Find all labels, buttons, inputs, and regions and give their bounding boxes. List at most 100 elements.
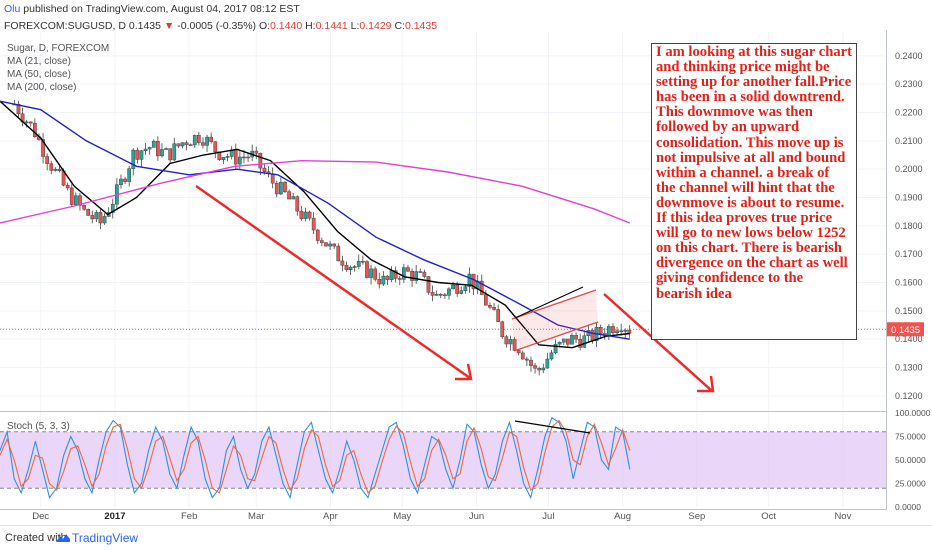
candle-body: [172, 143, 177, 161]
close-value: 0.1435: [404, 20, 438, 32]
candle-body: [86, 208, 91, 216]
last-price-label: 0.1435: [891, 325, 920, 336]
candle-body: [529, 359, 533, 366]
candle-body: [397, 278, 402, 280]
candle-body: [197, 134, 201, 143]
candle-body: [500, 321, 505, 337]
y-tick-label: 0.2000: [895, 164, 923, 174]
candle-body: [545, 358, 550, 369]
candle-body: [307, 211, 312, 219]
author-link[interactable]: Olu: [4, 3, 21, 15]
y-tick-label: 0.1200: [895, 391, 923, 401]
candle-body: [615, 330, 619, 334]
candle-body: [373, 268, 378, 280]
candle-body: [242, 156, 246, 159]
candle-body: [151, 140, 156, 148]
y-tick-label: 0.1900: [895, 193, 923, 203]
candle-body: [426, 276, 431, 293]
candle-body: [340, 260, 345, 266]
candle-body: [90, 215, 95, 220]
candle-body: [356, 260, 361, 267]
candle-body: [303, 211, 308, 219]
candle-body: [180, 142, 185, 147]
candle-body: [119, 178, 123, 185]
candle-body: [283, 181, 287, 192]
stoch-lines: [0, 416, 886, 500]
candle-body: [320, 240, 324, 243]
channel-fill: [512, 290, 598, 351]
candle-body: [53, 168, 58, 171]
candle-body: [430, 292, 435, 296]
candle-body: [279, 181, 283, 195]
channel-lower-line: [513, 321, 599, 352]
candle-body: [176, 143, 181, 147]
candle-body: [205, 136, 209, 146]
candle-body: [484, 294, 488, 306]
last-price: 0.1435: [128, 20, 161, 32]
stoch-d-line: [0, 419, 631, 494]
projection-arrow-head: [697, 375, 715, 393]
downtrend-arrow-head: [455, 363, 473, 381]
legend-ma50[interactable]: MA (50, close): [7, 69, 71, 80]
candle-body: [574, 335, 578, 340]
candle-body: [348, 266, 353, 271]
tradingview-brand[interactable]: TradingView: [72, 531, 139, 545]
stoch-divergence-line: [514, 420, 591, 434]
candle-body: [160, 149, 164, 157]
candle-body: [164, 148, 168, 150]
candle-body: [406, 267, 410, 272]
high-label: H:: [305, 20, 316, 32]
candle-body: [98, 212, 103, 224]
open-label: O:: [258, 20, 271, 32]
price-chart[interactable]: Dec 2017 Feb Mar Apr May Jun Jul Aug Sep Oct Nov 0.2…: [0, 0, 932, 525]
candles: [12, 100, 632, 376]
candle-body: [143, 148, 148, 151]
price-divergence-line: [514, 286, 584, 319]
candle-body: [389, 270, 394, 280]
candle-body: [344, 265, 349, 271]
candle-body: [578, 338, 583, 348]
candle-body: [65, 184, 70, 189]
legend-ma21[interactable]: MA (21, close): [7, 56, 71, 67]
candle-body: [123, 178, 127, 182]
x-tick-label: Oct: [761, 511, 776, 522]
candle-body: [418, 271, 423, 273]
candle-body: [369, 268, 373, 278]
candle-body: [324, 242, 328, 247]
candle-body: [459, 290, 464, 294]
low-label: L:: [350, 20, 360, 32]
candle-body: [533, 365, 537, 369]
candle-body: [238, 156, 242, 165]
candle-body: [488, 304, 492, 308]
candle-body: [365, 261, 369, 278]
stoch-k-line: [0, 416, 631, 500]
candle-body: [102, 216, 107, 224]
candle-body: [582, 335, 587, 348]
candle-body: [623, 329, 628, 332]
stoch-tick-label: 50.0000: [895, 455, 926, 465]
annotation-note[interactable]: I am looking at this sugar chart and thi…: [651, 43, 857, 340]
footer-bar: Created with TradingView: [0, 525, 932, 551]
candle-body: [33, 122, 37, 137]
created-with-label: Created with: [5, 532, 67, 544]
y-tick-label: 0.1500: [895, 306, 923, 316]
candle-body: [381, 275, 386, 285]
symbol-label: FOREXCOM:SUGUSD, D: [4, 20, 126, 32]
candle-body: [156, 140, 160, 157]
publish-line: Olu published on TradingView.com, August…: [4, 3, 300, 15]
legend-ma200[interactable]: MA (200, close): [7, 82, 77, 93]
candle-body: [557, 341, 562, 345]
candle-body: [41, 139, 45, 157]
candle-body: [508, 339, 513, 345]
candle-body: [520, 352, 525, 360]
stoch-legend[interactable]: Stoch (5, 3, 3): [7, 421, 70, 432]
x-tick-label: Sep: [688, 511, 705, 522]
x-tick-label: Jun: [469, 511, 484, 522]
stoch-tick-label: 100.0000: [895, 408, 931, 418]
ma50-line: [0, 100, 630, 340]
candle-body: [262, 167, 267, 172]
ohlc-line: FOREXCOM:SUGUSD, D 0.1435 ▼ -0.0005 (-0.…: [4, 20, 437, 32]
y-tick-label: 0.2400: [895, 51, 923, 61]
candle-body: [590, 330, 595, 342]
candle-body: [213, 141, 218, 153]
